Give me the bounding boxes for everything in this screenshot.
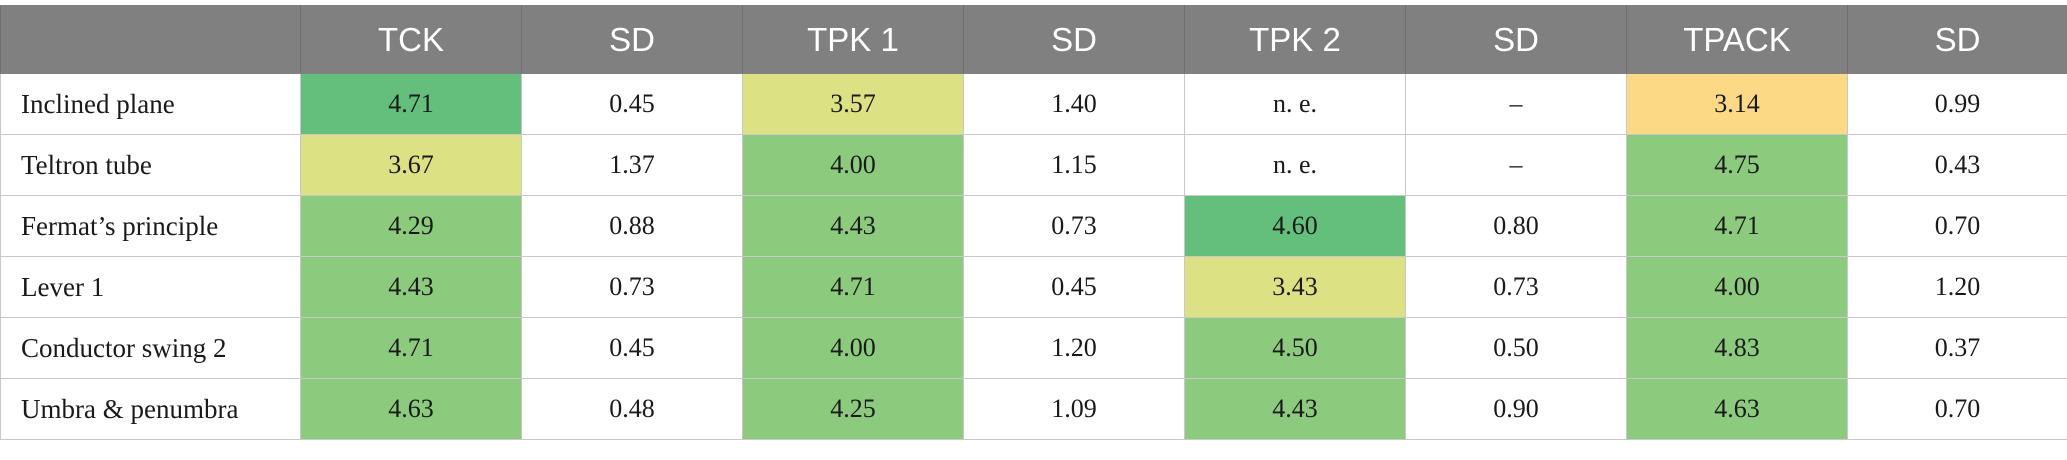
table-cell: 1.09 xyxy=(963,378,1185,440)
table-cell: 4.43 xyxy=(742,195,964,257)
header-tpk2: TPK 2 xyxy=(1184,5,1406,74)
table-cell: 0.90 xyxy=(1405,378,1627,440)
header-tck: TCK xyxy=(300,5,522,74)
table-row: Inclined plane 4.71 0.45 3.57 1.40 n. e.… xyxy=(0,73,2067,135)
table-cell: 4.71 xyxy=(742,256,964,318)
table-row: Conductor swing 2 4.71 0.45 4.00 1.20 4.… xyxy=(0,317,2067,379)
table-cell: 4.60 xyxy=(1184,195,1406,257)
table-cell: 1.40 xyxy=(963,73,1185,135)
table-cell: – xyxy=(1405,73,1627,135)
results-table: TCK SD TPK 1 SD TPK 2 SD TPACK SD Inclin… xyxy=(0,5,2067,440)
table-cell: 4.71 xyxy=(1626,195,1848,257)
table-row: Lever 1 4.43 0.73 4.71 0.45 3.43 0.73 4.… xyxy=(0,256,2067,318)
table-cell: 4.00 xyxy=(742,134,964,196)
table-cell: 3.43 xyxy=(1184,256,1406,318)
header-tpack: TPACK xyxy=(1626,5,1848,74)
table-cell: 0.73 xyxy=(1405,256,1627,318)
header-sd: SD xyxy=(1847,5,2067,74)
table-cell: 0.45 xyxy=(963,256,1185,318)
table-cell: 0.50 xyxy=(1405,317,1627,379)
table-cell: 1.37 xyxy=(521,134,743,196)
table-cell: 4.43 xyxy=(1184,378,1406,440)
table-cell: 4.75 xyxy=(1626,134,1848,196)
table-cell: 4.50 xyxy=(1184,317,1406,379)
table-cell: 0.73 xyxy=(521,256,743,318)
table-cell: 1.20 xyxy=(963,317,1185,379)
table-cell: n. e. xyxy=(1184,134,1406,196)
table-cell: 0.73 xyxy=(963,195,1185,257)
table-cell: 0.37 xyxy=(1847,317,2067,379)
row-label: Teltron tube xyxy=(0,134,301,196)
table-row: Fermat’s principle 4.29 0.88 4.43 0.73 4… xyxy=(0,195,2067,257)
row-label: Umbra & penumbra xyxy=(0,378,301,440)
header-sd: SD xyxy=(521,5,743,74)
header-sd: SD xyxy=(1405,5,1627,74)
table-cell: 4.71 xyxy=(300,73,522,135)
row-label: Inclined plane xyxy=(0,73,301,135)
table-cell: 0.43 xyxy=(1847,134,2067,196)
table-cell: 4.25 xyxy=(742,378,964,440)
header-tpk1: TPK 1 xyxy=(742,5,964,74)
table-cell: 0.80 xyxy=(1405,195,1627,257)
table-cell: 4.63 xyxy=(1626,378,1848,440)
table-cell: n. e. xyxy=(1184,73,1406,135)
table-cell: 4.00 xyxy=(742,317,964,379)
table-cell: 3.57 xyxy=(742,73,964,135)
table-cell: 3.14 xyxy=(1626,73,1848,135)
table-cell: 4.83 xyxy=(1626,317,1848,379)
table-cell: 1.15 xyxy=(963,134,1185,196)
table-cell: 4.43 xyxy=(300,256,522,318)
header-corner xyxy=(0,5,301,74)
table-cell: 4.00 xyxy=(1626,256,1848,318)
table-cell: 0.48 xyxy=(521,378,743,440)
header-row: TCK SD TPK 1 SD TPK 2 SD TPACK SD xyxy=(0,5,2067,74)
table-cell: 3.67 xyxy=(300,134,522,196)
row-label: Fermat’s principle xyxy=(0,195,301,257)
table-cell: 4.29 xyxy=(300,195,522,257)
table-cell: – xyxy=(1405,134,1627,196)
table-cell: 4.71 xyxy=(300,317,522,379)
table-cell: 4.63 xyxy=(300,378,522,440)
table-container: TCK SD TPK 1 SD TPK 2 SD TPACK SD Inclin… xyxy=(0,5,2067,440)
table-cell: 1.20 xyxy=(1847,256,2067,318)
table-cell: 0.45 xyxy=(521,317,743,379)
table-cell: 0.88 xyxy=(521,195,743,257)
header-sd: SD xyxy=(963,5,1185,74)
table-row: Umbra & penumbra 4.63 0.48 4.25 1.09 4.4… xyxy=(0,378,2067,440)
table-cell: 0.45 xyxy=(521,73,743,135)
row-label: Conductor swing 2 xyxy=(0,317,301,379)
table-cell: 0.70 xyxy=(1847,378,2067,440)
table-cell: 0.99 xyxy=(1847,73,2067,135)
table-row: Teltron tube 3.67 1.37 4.00 1.15 n. e. –… xyxy=(0,134,2067,196)
table-cell: 0.70 xyxy=(1847,195,2067,257)
row-label: Lever 1 xyxy=(0,256,301,318)
